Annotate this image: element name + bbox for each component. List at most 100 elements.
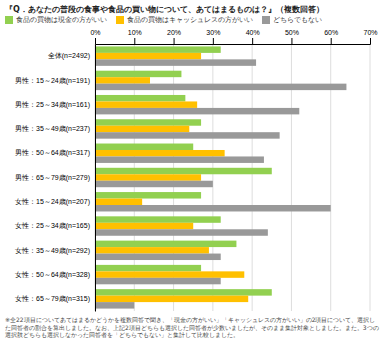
legend-label: 食品の買物は現金の方がいい: [16, 16, 107, 24]
bar: [95, 53, 201, 59]
y-tick-label: 男性：15～24歳(n=191): [15, 77, 90, 85]
bar: [95, 289, 272, 295]
x-tick-label: 50%: [285, 29, 299, 36]
y-axis-line: [95, 45, 96, 312]
grid: [95, 44, 370, 311]
bar: [95, 168, 272, 174]
y-tick-label: 全体(n=2492): [48, 52, 90, 60]
x-tick-label: 0%: [90, 29, 100, 36]
y-tick-label: 女性：50～64歳(n=328): [15, 271, 90, 279]
bar: [95, 302, 134, 308]
y-tick: 女性：65～79歳(n=315): [15, 295, 90, 303]
bar: [95, 241, 236, 247]
x-tick-mark: [174, 38, 175, 44]
bar: [95, 119, 201, 125]
legend-item: どちらでもない: [262, 16, 322, 24]
bar: [95, 101, 197, 107]
y-tick-label: 女性：35～49歳(n=292): [15, 247, 90, 255]
x-tick-mark: [370, 38, 371, 44]
x-tick: 70%: [363, 29, 377, 44]
x-tick-mark: [95, 38, 96, 44]
y-tick: 女性：25～34歳(n=165): [15, 222, 90, 230]
bar: [95, 181, 213, 187]
x-axis: 0% 10% 20% 30% 40% 50% 60% 70%: [90, 29, 377, 45]
x-tick: 40%: [246, 29, 260, 44]
bar: [95, 199, 142, 205]
bar: [95, 174, 201, 180]
plot: 0% 10% 20% 30% 40% 50% 60% 70% 全体(n=2492) 男性：15～2…: [15, 29, 377, 312]
x-tick: 10%: [128, 29, 142, 44]
y-tick-label: 女性：15～24歳(n=207): [15, 198, 90, 206]
chart: 『Q．あなたの普段の食事や食品の買い物について、あてはまるものは？』（複数回答）…: [0, 0, 384, 341]
y-tick: 女性：35～49歳(n=292): [15, 247, 90, 255]
y-tick: 女性：15～24歳(n=207): [15, 198, 90, 206]
x-tick-label: 40%: [246, 29, 260, 36]
y-tick: 全体(n=2492): [48, 52, 90, 60]
y-tick-label: 女性：65～79歳(n=315): [15, 295, 90, 303]
legend-label: どちらでもない: [273, 16, 322, 24]
y-axis: 全体(n=2492) 男性：15～24歳(n=191) 男性：25～34歳(n=16…: [15, 45, 95, 312]
x-tick-mark: [252, 38, 253, 44]
bar: [95, 271, 244, 277]
y-tick-label: 女性：25～34歳(n=165): [15, 222, 90, 230]
x-tick: 20%: [167, 29, 181, 44]
bars: [95, 46, 346, 308]
legend-item: 食品の買物は現金の方がいい: [5, 16, 107, 24]
legend-swatch: [5, 16, 13, 24]
y-tick-label: 男性：35～49歳(n=237): [15, 125, 90, 133]
bar: [95, 254, 221, 260]
legend-label: 食品の買物はキャッシュレスの方がいい: [127, 16, 253, 24]
x-tick-mark: [331, 38, 332, 44]
bar: [95, 247, 209, 253]
legend-swatch: [116, 16, 124, 24]
note: ※全22項目についてあてはまるかどうかを複数回答で聞き、「現金の方がいい」「キャ…: [5, 316, 379, 339]
bar: [95, 156, 264, 162]
y-tick: 女性：50～64歳(n=328): [15, 271, 90, 279]
y-tick: 男性：50～64歳(n=317): [15, 149, 90, 157]
series: [95, 53, 248, 302]
bar: [95, 46, 221, 52]
grid-line: [370, 44, 371, 311]
bar: [95, 71, 181, 77]
bar: [95, 144, 193, 150]
title: 『Q．あなたの普段の食事や食品の買い物について、あてはまるものは？』（複数回答）: [5, 4, 324, 14]
y-tick: 男性：35～49歳(n=237): [15, 125, 90, 133]
bar: [95, 126, 189, 132]
legend-item: 食品の買物はキャッシュレスの方がいい: [116, 16, 253, 24]
bar: [95, 296, 248, 302]
legend: 食品の買物は現金の方がいい 食品の買物はキャッシュレスの方がいい どちらでもない: [5, 16, 322, 24]
x-tick-label: 70%: [363, 29, 377, 36]
bar: [95, 278, 221, 284]
bar: [95, 229, 268, 235]
x-tick-label: 60%: [324, 29, 338, 36]
y-tick: 男性：65～79歳(n=279): [15, 174, 90, 182]
y-tick: 男性：25～34歳(n=161): [15, 101, 90, 109]
x-tick: 60%: [324, 29, 338, 44]
bar: [95, 108, 299, 114]
y-tick-label: 男性：25～34歳(n=161): [15, 101, 90, 109]
x-tick-mark: [291, 38, 292, 44]
bar: [95, 132, 280, 138]
bar: [95, 84, 346, 90]
bar: [95, 265, 201, 271]
bar: [95, 59, 256, 65]
bar: [95, 77, 150, 83]
bar: [95, 223, 193, 229]
legend-swatch: [262, 16, 270, 24]
y-tick-label: 男性：50～64歳(n=317): [15, 149, 90, 157]
bar: [95, 192, 201, 198]
bar: [95, 150, 225, 156]
bar: [95, 216, 221, 222]
series: [95, 59, 346, 308]
x-tick-label: 30%: [206, 29, 220, 36]
grid-line: [95, 44, 96, 311]
x-tick: 50%: [285, 29, 299, 44]
bar: [95, 205, 331, 211]
x-tick-label: 10%: [128, 29, 142, 36]
x-axis-line: [96, 38, 371, 45]
x-tick: 30%: [206, 29, 220, 44]
bar: [95, 95, 185, 101]
x-tick-label: 20%: [167, 29, 181, 36]
y-tick-label: 男性：65～79歳(n=279): [15, 174, 90, 182]
x-tick: 0%: [90, 29, 100, 44]
